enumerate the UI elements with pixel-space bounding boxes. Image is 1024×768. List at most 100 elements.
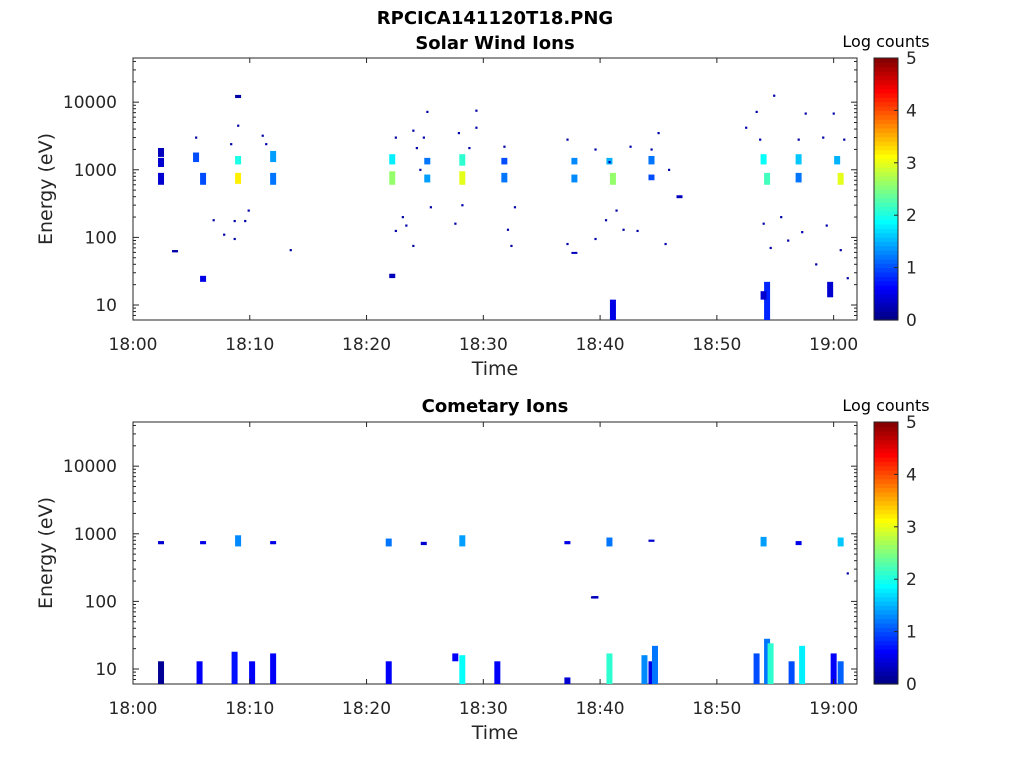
data-point: [608, 161, 611, 164]
data-point: [843, 138, 846, 141]
colorbar-segment: [874, 631, 898, 637]
data-point: [415, 146, 418, 150]
colorbar-segment: [874, 456, 898, 462]
data-point: [566, 242, 569, 246]
data-point: [401, 216, 404, 219]
data-cell: [606, 653, 613, 684]
x-tick-label: 18:50: [692, 699, 741, 719]
colorbar-segment: [874, 666, 898, 672]
figure-title: RPCICA141120T18.PNG: [376, 8, 614, 29]
data-cell: [606, 537, 613, 547]
data-point: [412, 244, 415, 248]
data-cell: [389, 273, 396, 279]
data-point: [244, 219, 247, 223]
data-point: [650, 148, 653, 151]
colorbar-segment: [874, 119, 898, 125]
colorbar-segment: [874, 175, 898, 181]
data-cell: [158, 661, 165, 684]
data-cell: [609, 172, 616, 185]
colorbar-segment: [874, 271, 898, 277]
y-tick-label: 10000: [63, 93, 117, 113]
colorbar-segment: [874, 311, 898, 317]
colorbar-segment: [874, 657, 898, 663]
colorbar-tick-label: 2: [906, 206, 917, 226]
data-point: [755, 110, 758, 114]
data-cell: [795, 154, 802, 165]
data-cell: [235, 535, 242, 547]
data-cell: [389, 171, 396, 185]
colorbar-segment: [874, 430, 898, 436]
colorbar-segment: [874, 250, 898, 256]
colorbar-segment: [874, 140, 898, 146]
data-point: [247, 209, 250, 212]
colorbar-segment: [874, 114, 898, 120]
data-point: [503, 145, 506, 148]
data-cell: [270, 150, 277, 163]
data-point: [265, 143, 268, 146]
colorbar-segment: [874, 439, 898, 445]
colorbar-segment: [874, 289, 898, 295]
data-point: [629, 145, 632, 148]
colorbar-segment: [874, 570, 898, 576]
colorbar-segment: [874, 679, 898, 685]
data-cell: [158, 157, 165, 167]
data-cell: [385, 538, 392, 547]
data-point: [801, 231, 804, 234]
colorbar-segment: [874, 189, 898, 194]
data-point: [223, 233, 226, 236]
data-cell: [235, 172, 242, 184]
colorbar-segment: [874, 258, 898, 264]
data-cell: [231, 651, 238, 684]
colorbar-segment: [874, 88, 898, 94]
colorbar-tick-label: 2: [906, 570, 917, 590]
colorbar-tick-label: 4: [906, 465, 917, 485]
colorbar-segment: [874, 622, 898, 628]
data-cell: [564, 541, 571, 545]
colorbar-segment: [874, 71, 898, 77]
data-cell: [389, 154, 396, 165]
data-cell: [270, 172, 277, 185]
colorbar-segment: [874, 193, 898, 199]
colorbar-segment: [874, 267, 898, 273]
data-point: [846, 277, 849, 280]
data-point: [839, 249, 842, 252]
data-point: [594, 148, 597, 151]
colorbar-segment: [874, 232, 898, 238]
colorbar-segment: [874, 84, 898, 90]
colorbar-segment: [874, 149, 898, 155]
colorbar-segment: [874, 145, 898, 151]
data-point: [822, 136, 825, 139]
colorbar-segment: [874, 592, 898, 598]
x-tick-label: 18:30: [459, 699, 508, 719]
colorbar-segment: [874, 644, 898, 650]
data-point: [657, 131, 660, 135]
colorbar-tick-label: 0: [906, 311, 917, 331]
colorbar-segment: [874, 237, 898, 242]
colorbar-segment: [874, 531, 898, 537]
data-point: [237, 124, 240, 127]
data-cell: [837, 661, 844, 684]
data-cell: [424, 174, 431, 183]
colorbar-segment: [874, 561, 898, 567]
colorbar-segment: [874, 206, 898, 212]
data-cell: [158, 172, 165, 185]
data-cell: [459, 154, 466, 166]
colorbar-segment: [874, 583, 898, 589]
colorbar-segment: [874, 202, 898, 208]
data-cell: [764, 172, 771, 185]
colorbar-segment: [874, 548, 898, 554]
x-tick-label: 18:10: [225, 335, 274, 355]
colorbar-segment: [874, 483, 898, 489]
data-cell: [795, 172, 802, 183]
data-point: [405, 224, 408, 227]
colorbar-segment: [874, 487, 898, 493]
colorbar-segment: [874, 106, 898, 111]
plot-area: [132, 421, 858, 685]
colorbar-segment: [874, 675, 898, 681]
colorbar-segment: [874, 618, 898, 624]
data-point: [426, 110, 429, 114]
colorbar-segment: [874, 640, 898, 646]
data-cell: [764, 281, 771, 320]
data-point: [475, 126, 478, 129]
